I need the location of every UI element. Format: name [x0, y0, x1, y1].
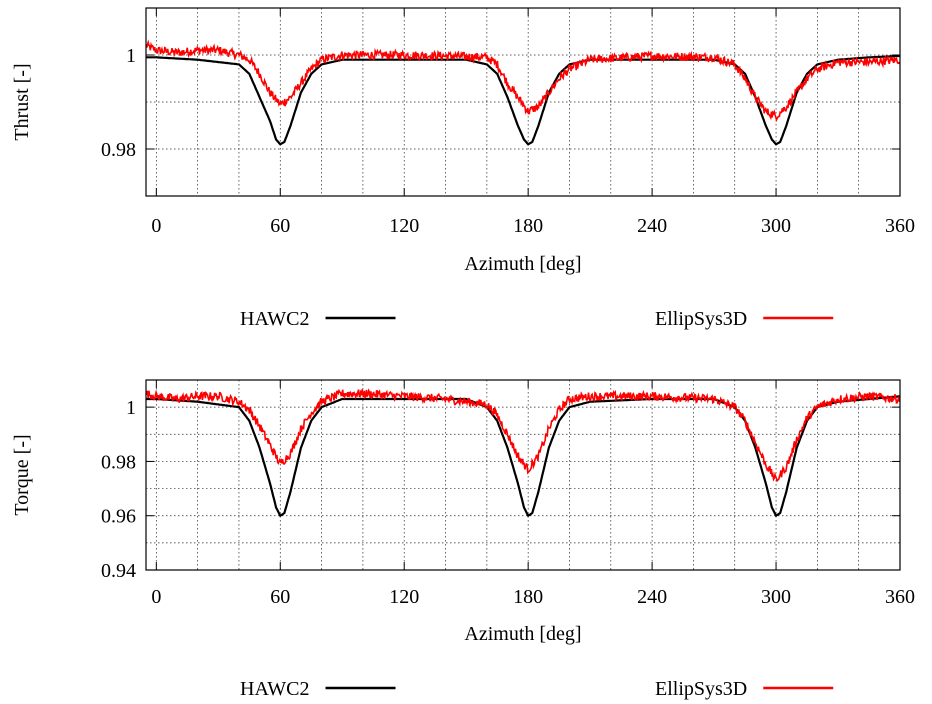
- legend-label: HAWC2: [240, 308, 310, 330]
- y-tick-label: 1: [126, 45, 136, 67]
- y-tick-label: 0.98: [101, 139, 136, 161]
- x-tick-label: 180: [513, 215, 543, 237]
- x-tick-label: 60: [270, 215, 290, 237]
- legend-label: EllipSys3D: [655, 308, 747, 330]
- x-tick-label: 60: [270, 586, 290, 608]
- y-tick-label: 0.98: [101, 451, 136, 473]
- legend: HAWC2 EllipSys3D: [240, 678, 834, 700]
- plot-frame: [145, 7, 901, 197]
- x-tick-label: 0: [151, 215, 161, 237]
- series-line-hawc2: [146, 395, 900, 518]
- series-line-hawc2: [146, 54, 900, 146]
- x-tick-label: 240: [637, 215, 667, 237]
- plot-frame: [145, 379, 901, 571]
- y-axis-label: Thrust [-]: [11, 63, 33, 140]
- x-tick-label: 180: [513, 586, 543, 608]
- series-line-ellipsys3d: [146, 39, 900, 123]
- x-tick-label: 300: [761, 215, 791, 237]
- x-tick-label: 300: [761, 586, 791, 608]
- y-tick-label: 0.94: [101, 560, 136, 582]
- x-tick-label: 120: [389, 586, 419, 608]
- chart-2: 0 60 120 180 240 300 360 0.94 0.96 0.98 1 Azimuth […: [11, 379, 915, 700]
- x-tick-label: 360: [885, 215, 915, 237]
- x-tick-label: 0: [151, 586, 161, 608]
- x-axis-label: Azimuth [deg]: [464, 253, 581, 275]
- x-tick-label: 360: [885, 586, 915, 608]
- chart-1: 0 60 120 180 240 300 360 0.98 1 Azimuth [deg] Thru…: [11, 7, 915, 330]
- x-tick-label: 240: [637, 586, 667, 608]
- legend: HAWC2 EllipSys3D: [240, 308, 834, 330]
- legend-label: EllipSys3D: [655, 678, 747, 700]
- y-tick-label: 1: [126, 397, 136, 419]
- y-tick-label: 0.96: [101, 506, 136, 528]
- series-line-ellipsys3d: [146, 388, 900, 483]
- x-tick-label: 120: [389, 215, 419, 237]
- x-axis-label: Azimuth [deg]: [464, 623, 581, 645]
- legend-label: HAWC2: [240, 678, 310, 700]
- y-axis-label: Torque [-]: [11, 434, 33, 515]
